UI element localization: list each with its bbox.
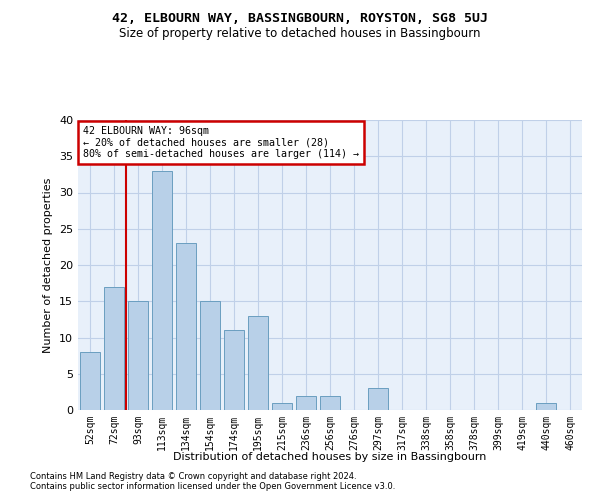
- Bar: [176, 244, 196, 410]
- Text: Contains public sector information licensed under the Open Government Licence v3: Contains public sector information licen…: [30, 482, 395, 491]
- Bar: [200, 301, 220, 410]
- Bar: [320, 396, 340, 410]
- Bar: [104, 287, 124, 410]
- Text: 42 ELBOURN WAY: 96sqm
← 20% of detached houses are smaller (28)
80% of semi-deta: 42 ELBOURN WAY: 96sqm ← 20% of detached …: [83, 126, 359, 159]
- Bar: [248, 316, 268, 410]
- Text: Size of property relative to detached houses in Bassingbourn: Size of property relative to detached ho…: [119, 28, 481, 40]
- Bar: [272, 403, 292, 410]
- Bar: [80, 352, 100, 410]
- Bar: [152, 171, 172, 410]
- Text: Contains HM Land Registry data © Crown copyright and database right 2024.: Contains HM Land Registry data © Crown c…: [30, 472, 356, 481]
- Bar: [296, 396, 316, 410]
- Y-axis label: Number of detached properties: Number of detached properties: [43, 178, 53, 352]
- Text: Distribution of detached houses by size in Bassingbourn: Distribution of detached houses by size …: [173, 452, 487, 462]
- Bar: [224, 330, 244, 410]
- Bar: [128, 301, 148, 410]
- Bar: [368, 388, 388, 410]
- Bar: [536, 403, 556, 410]
- Text: 42, ELBOURN WAY, BASSINGBOURN, ROYSTON, SG8 5UJ: 42, ELBOURN WAY, BASSINGBOURN, ROYSTON, …: [112, 12, 488, 26]
